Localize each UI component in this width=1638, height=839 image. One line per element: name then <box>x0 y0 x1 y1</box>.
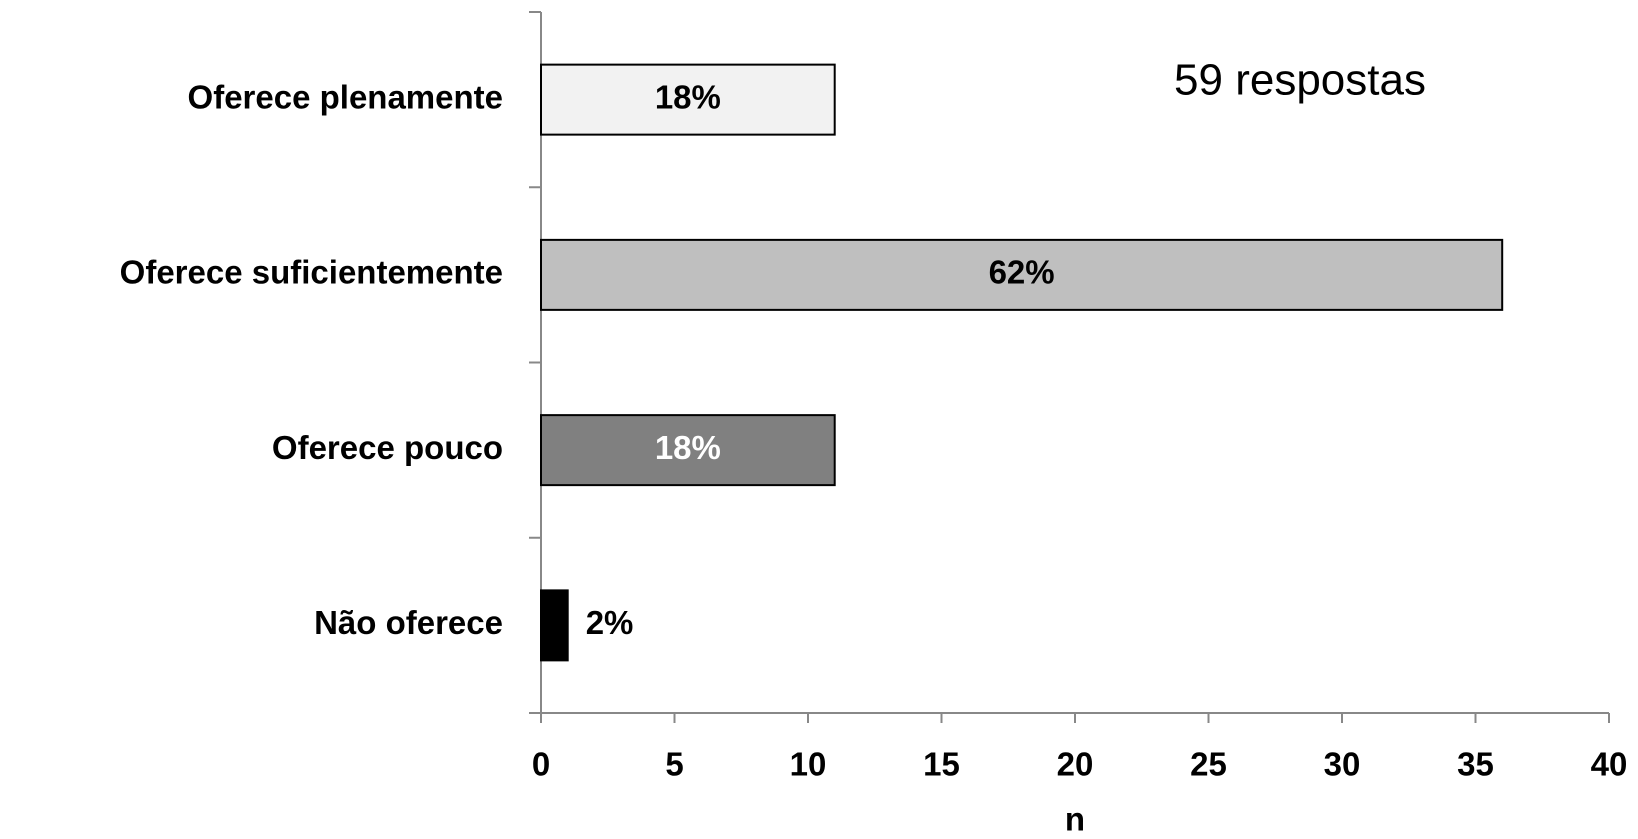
x-tick-label: 5 <box>665 746 683 783</box>
x-tick-label: 25 <box>1190 746 1227 783</box>
bar <box>540 63 836 136</box>
x-tick-label: 15 <box>923 746 960 783</box>
bar <box>540 238 1504 311</box>
x-tick-label: 35 <box>1457 746 1494 783</box>
x-tick-label: 0 <box>532 746 550 783</box>
x-tick-label: 40 <box>1591 746 1628 783</box>
bar <box>540 589 569 662</box>
value-label: 62% <box>989 254 1055 291</box>
x-axis-label: n <box>1065 801 1085 838</box>
y-tick-label: Não oferece <box>314 604 503 641</box>
y-tick-label: Oferece plenamente <box>188 78 503 115</box>
y-tick-label: Oferece pouco <box>272 429 503 466</box>
annotation: 59 respostas <box>1174 56 1426 105</box>
x-tick-label: 20 <box>1057 746 1094 783</box>
value-label: 18% <box>655 78 721 115</box>
x-tick-label: 10 <box>790 746 827 783</box>
x-tick-label: 30 <box>1324 746 1361 783</box>
y-tick-label: Oferece suficientemente <box>120 254 503 291</box>
value-label: 2% <box>586 604 634 641</box>
bar <box>540 414 836 487</box>
value-label: 18% <box>655 429 721 466</box>
